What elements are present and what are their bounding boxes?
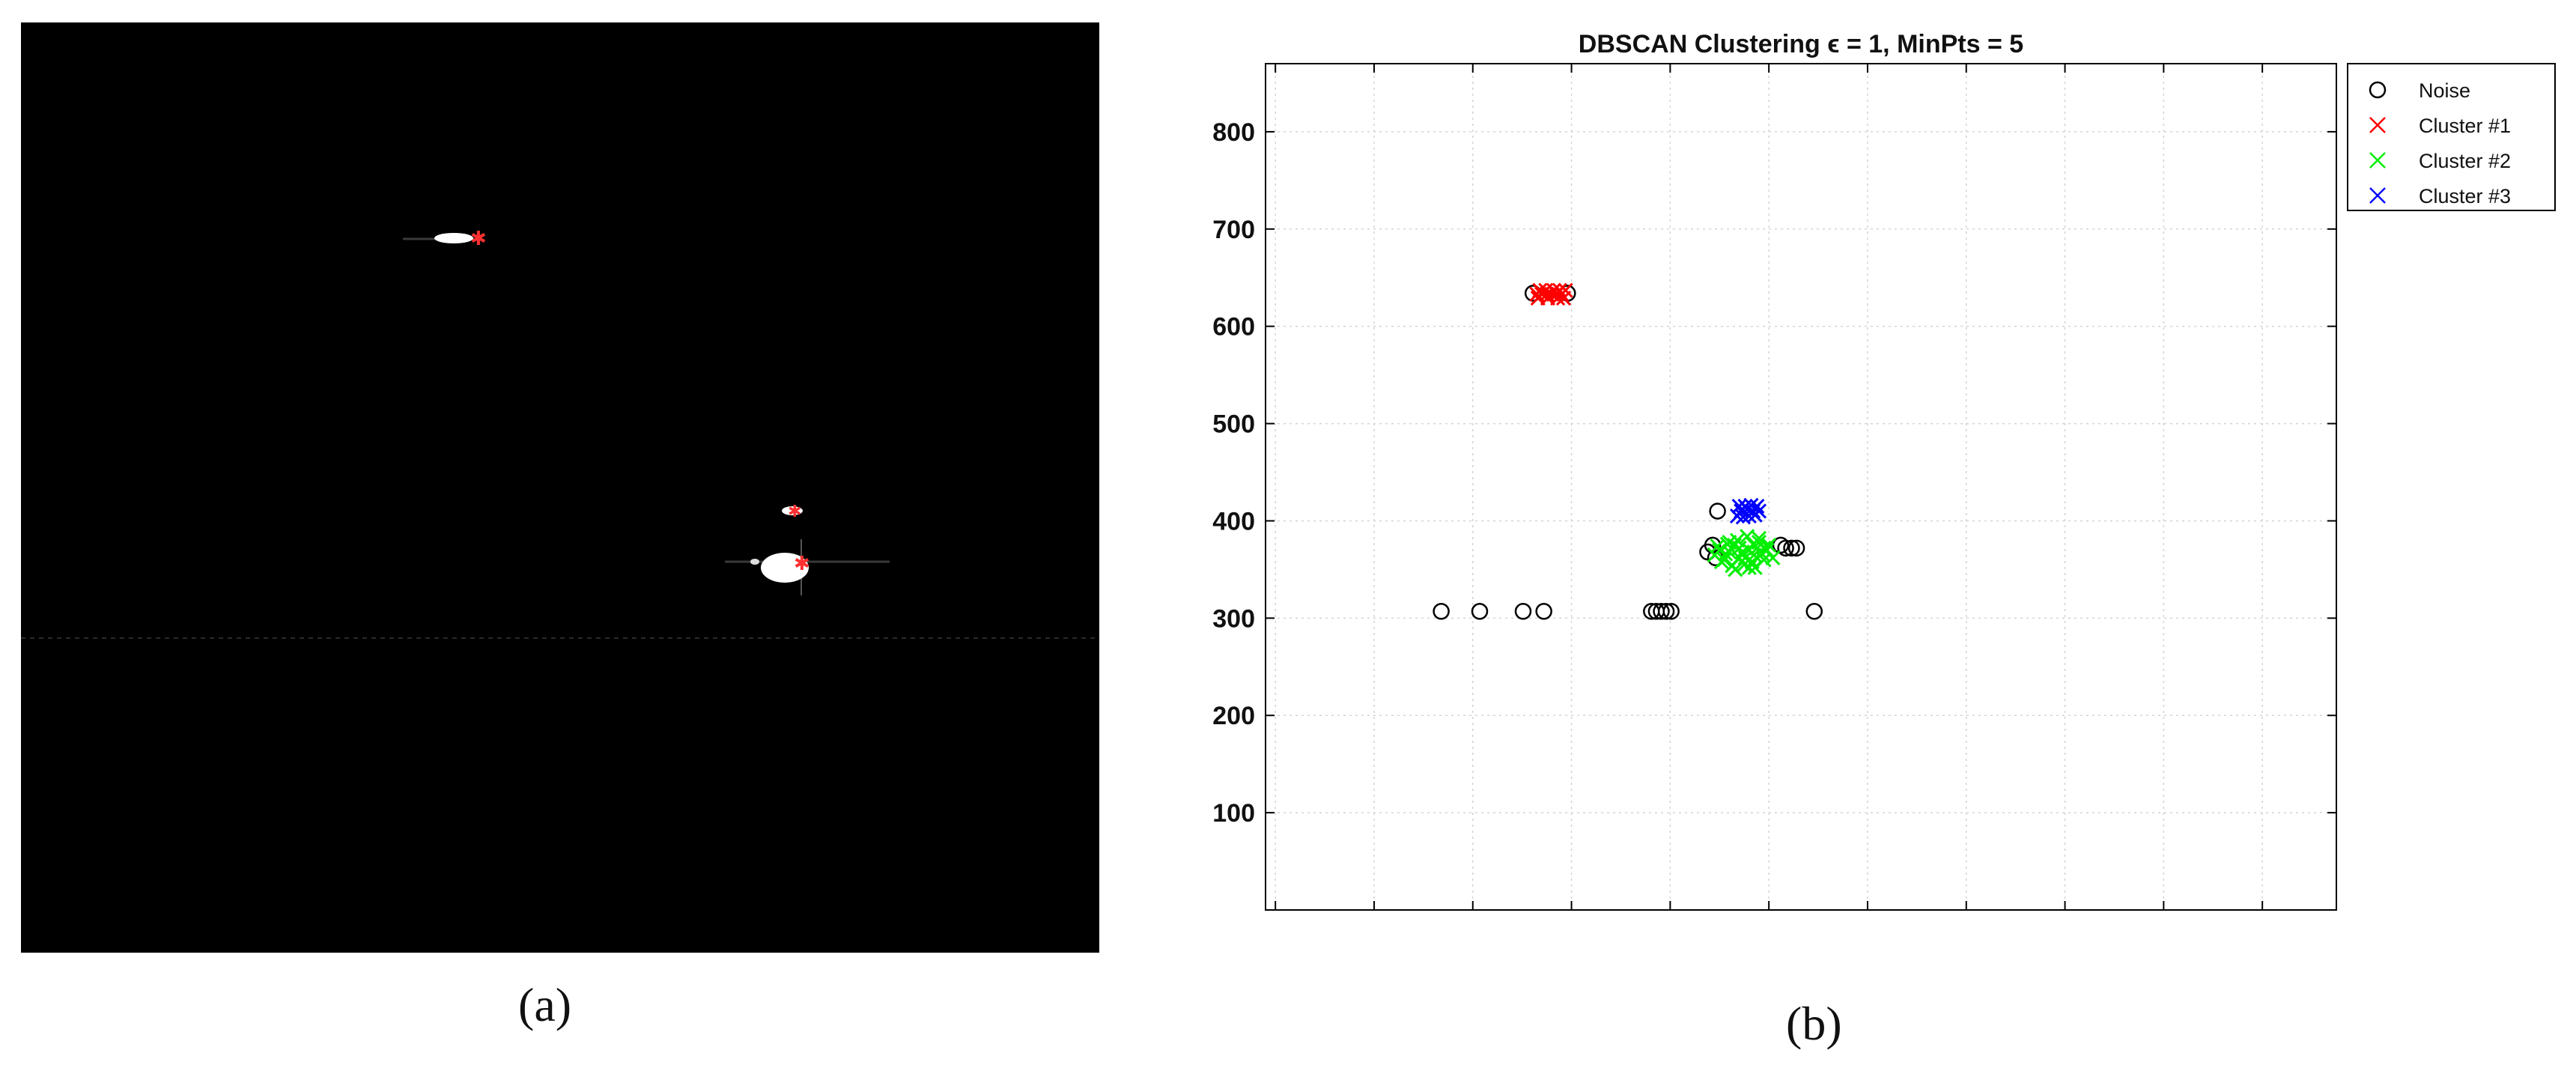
noise-point bbox=[1653, 603, 1670, 620]
noise-point bbox=[1662, 603, 1680, 620]
noise-point bbox=[1514, 603, 1532, 620]
cluster-point bbox=[1718, 546, 1734, 562]
blob-2 bbox=[782, 506, 803, 515]
series-2 bbox=[1707, 529, 1781, 577]
noise-point bbox=[1787, 539, 1805, 557]
cluster-point bbox=[1722, 534, 1737, 550]
legend: Noise Cluster #1 Cluster #2 Cluster #3 bbox=[2347, 63, 2556, 211]
noise-point bbox=[1783, 539, 1800, 557]
legend-cluster3-marker bbox=[2369, 187, 2386, 204]
noise-point bbox=[1805, 603, 1823, 620]
y-tick-label: 300 bbox=[1212, 604, 1255, 633]
noise-point bbox=[1657, 603, 1675, 620]
panel-a-blobs: ✱ ✱ ✱ bbox=[21, 227, 1099, 639]
plot-frame bbox=[1265, 63, 2337, 911]
blob-1-marker: ✱ bbox=[470, 227, 487, 249]
y-tick-label: 800 bbox=[1212, 118, 1255, 147]
cluster-point bbox=[1747, 559, 1763, 575]
noise-point bbox=[1709, 503, 1726, 520]
legend-noise-marker bbox=[2369, 81, 2387, 99]
tick-layer: 0100200300400500600700800900100010020030… bbox=[1212, 64, 2336, 910]
cluster-point bbox=[1550, 290, 1566, 306]
cluster-point bbox=[1751, 503, 1767, 519]
y-tick-label: 600 bbox=[1212, 313, 1255, 342]
blob-2-marker: ✱ bbox=[788, 502, 801, 521]
y-tick-label: 200 bbox=[1212, 702, 1255, 730]
chart-title: DBSCAN Clustering ϵ = 1, MinPts = 5 bbox=[1579, 30, 2023, 58]
cluster-point bbox=[1555, 290, 1572, 306]
cluster-point bbox=[1749, 498, 1765, 515]
grid-layer bbox=[1266, 64, 2336, 910]
legend-cluster1-marker bbox=[2369, 117, 2386, 133]
y-tick-label: 700 bbox=[1212, 216, 1255, 244]
series-3 bbox=[1729, 497, 1767, 525]
noise-point bbox=[1433, 603, 1450, 620]
legend-cluster2-label: Cluster #2 bbox=[2419, 150, 2511, 172]
cluster-point bbox=[1731, 540, 1747, 556]
cluster-point bbox=[1756, 540, 1772, 556]
cluster-point bbox=[1741, 559, 1757, 575]
series-0 bbox=[1433, 285, 1823, 620]
noise-point bbox=[1535, 603, 1552, 620]
blob-1 bbox=[434, 233, 473, 243]
panel-a-image: ✱ ✱ ✱ bbox=[21, 22, 1099, 953]
caption-b: (b) bbox=[1786, 997, 1842, 1050]
cluster-point bbox=[1743, 497, 1759, 513]
series-1 bbox=[1529, 282, 1573, 306]
cluster-point bbox=[1746, 536, 1761, 552]
dbscan-chart: DBSCAN Clustering ϵ = 1, MinPts = 5 0100… bbox=[1212, 30, 2556, 911]
cluster-point bbox=[1546, 282, 1561, 298]
y-tick-label: 100 bbox=[1212, 799, 1255, 828]
cluster-point bbox=[1731, 498, 1747, 515]
blob-3 bbox=[761, 553, 809, 583]
legend-noise-label: Noise bbox=[2419, 79, 2470, 102]
legend-box bbox=[2347, 63, 2556, 211]
cluster-point bbox=[1728, 562, 1743, 577]
y-tick-label: 500 bbox=[1212, 410, 1255, 439]
caption-a: (a) bbox=[518, 978, 572, 1031]
legend-cluster1-label: Cluster #1 bbox=[2419, 115, 2511, 137]
y-tick-label: 400 bbox=[1212, 507, 1255, 535]
point-layer bbox=[1433, 282, 1823, 620]
legend-cluster3-label: Cluster #3 bbox=[2419, 185, 2511, 207]
noise-point bbox=[1471, 603, 1489, 620]
blob-3-marker: ✱ bbox=[794, 552, 810, 574]
cluster-point bbox=[1735, 509, 1751, 525]
legend-cluster2-marker bbox=[2369, 152, 2386, 169]
blob-3-side bbox=[750, 559, 759, 565]
cluster-point bbox=[1740, 529, 1755, 544]
cluster-point bbox=[1713, 553, 1729, 570]
